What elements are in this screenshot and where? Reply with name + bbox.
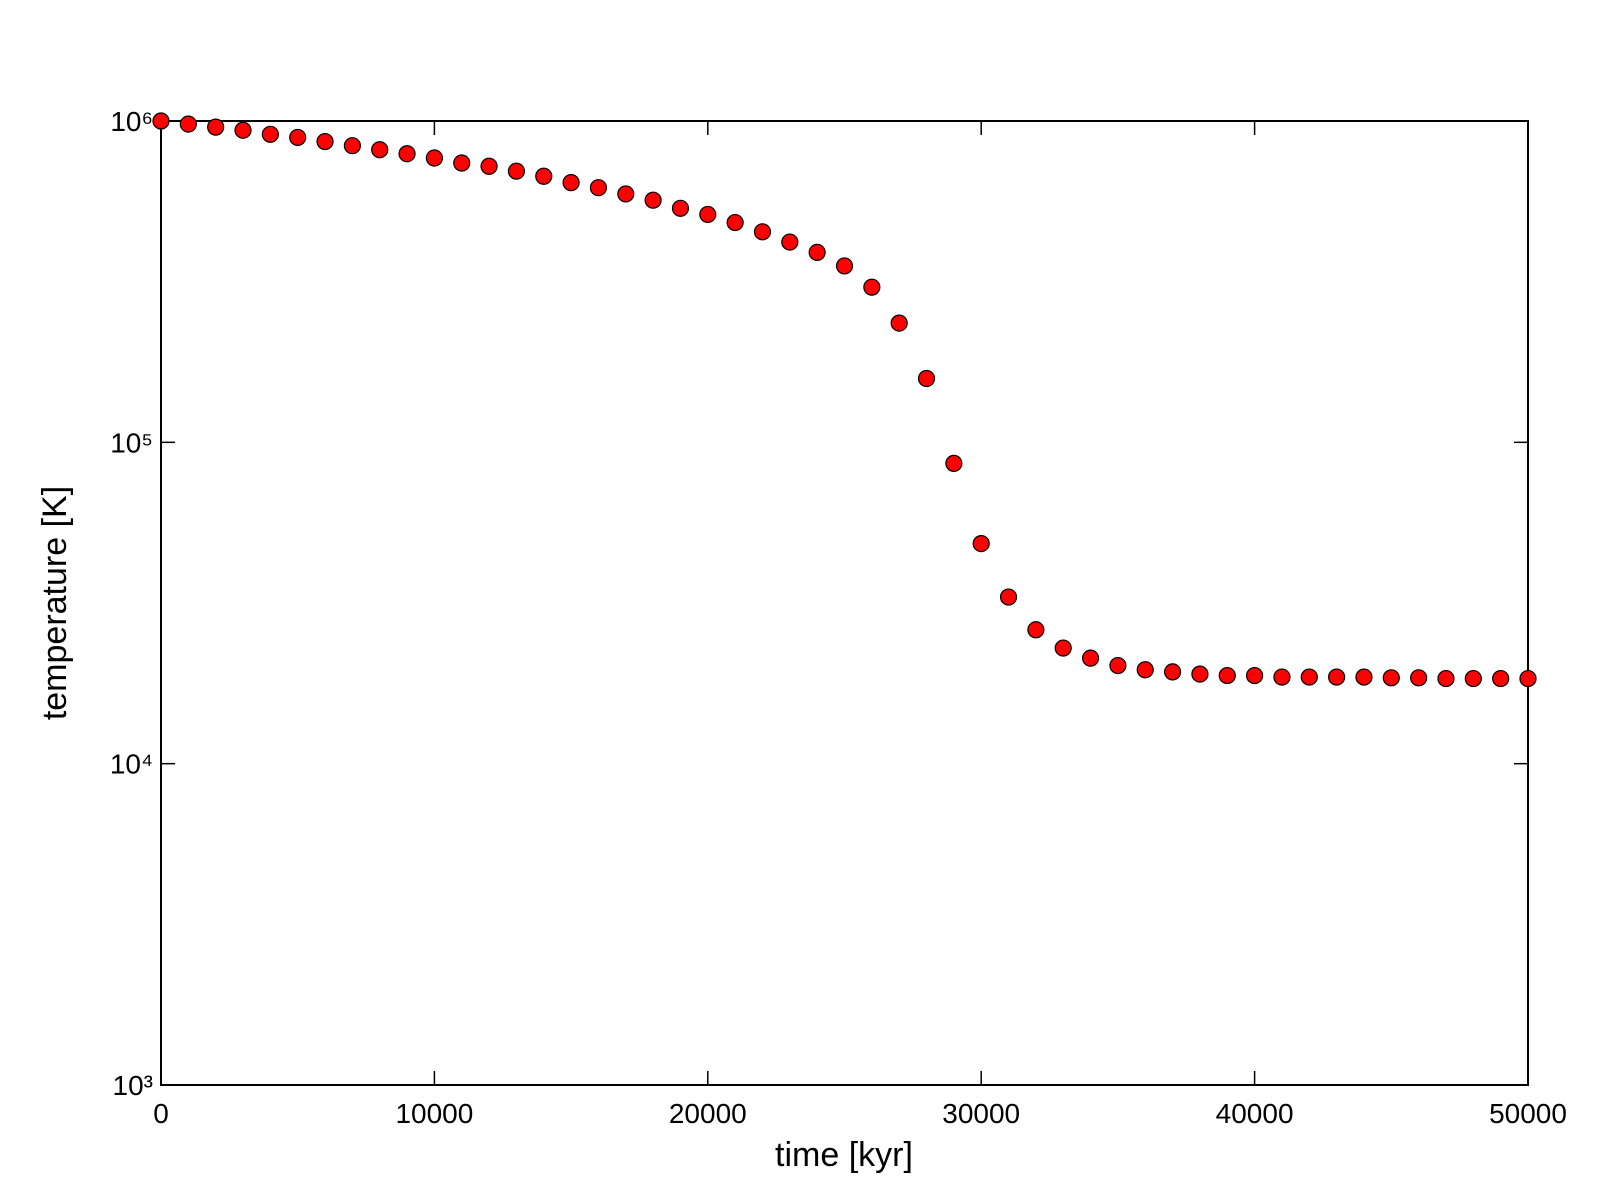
point: [671, 199, 690, 217]
point: [1300, 668, 1318, 686]
point: [644, 191, 662, 209]
point: [999, 588, 1018, 606]
point: [179, 115, 197, 133]
point: [562, 174, 580, 192]
point: [207, 118, 225, 136]
point: [1410, 669, 1428, 687]
point: [261, 125, 279, 143]
point: [699, 205, 717, 224]
x-tick-label: 50000: [1489, 1098, 1567, 1129]
point: [343, 137, 361, 155]
point: [1355, 668, 1373, 686]
point: [453, 154, 471, 172]
x-tick-label: 30000: [942, 1098, 1020, 1129]
point: [781, 233, 799, 251]
point: [972, 535, 990, 553]
point: [371, 141, 389, 159]
y-tick-label: 10⁴: [110, 749, 153, 780]
point: [398, 145, 416, 163]
point: [890, 314, 908, 332]
x-tick-label: 10000: [395, 1098, 473, 1129]
point: [1218, 666, 1236, 685]
point: [1328, 668, 1346, 686]
point: [1492, 669, 1510, 688]
x-tick-label: 40000: [1216, 1098, 1294, 1129]
point: [863, 278, 881, 296]
point: [1245, 666, 1264, 685]
point: [425, 149, 443, 167]
x-tick-label: 0: [153, 1098, 169, 1129]
point: [753, 223, 772, 241]
point: [726, 213, 744, 232]
point: [1054, 639, 1072, 657]
point: [835, 257, 854, 275]
point: [1136, 661, 1154, 679]
point: [535, 167, 553, 185]
point: [917, 369, 936, 388]
x-tick-label: 20000: [669, 1098, 747, 1129]
point: [316, 132, 334, 151]
point: [1191, 665, 1209, 683]
point: [152, 112, 170, 130]
y-tick-label: 10⁶: [110, 106, 153, 137]
y-tick-label: 10³: [113, 1070, 153, 1101]
x-axis-label: time [kyr]: [775, 1136, 913, 1174]
point: [1273, 668, 1291, 686]
point: [617, 185, 635, 203]
point: [289, 128, 307, 147]
point: [1519, 669, 1537, 688]
plot-frame: [160, 120, 1529, 1086]
point: [945, 454, 963, 472]
point: [1163, 663, 1182, 681]
point: [808, 243, 826, 262]
point: [480, 157, 498, 175]
point: [1382, 669, 1400, 687]
point: [589, 179, 608, 197]
y-axis-label: temperature [K]: [36, 486, 74, 720]
point: [1027, 621, 1045, 639]
point: [1464, 669, 1482, 688]
y-tick-label: 10⁵: [110, 427, 153, 458]
point: [234, 121, 252, 139]
point: [1437, 669, 1455, 688]
point: [507, 162, 526, 180]
point: [1109, 656, 1127, 675]
point: [1081, 649, 1100, 667]
